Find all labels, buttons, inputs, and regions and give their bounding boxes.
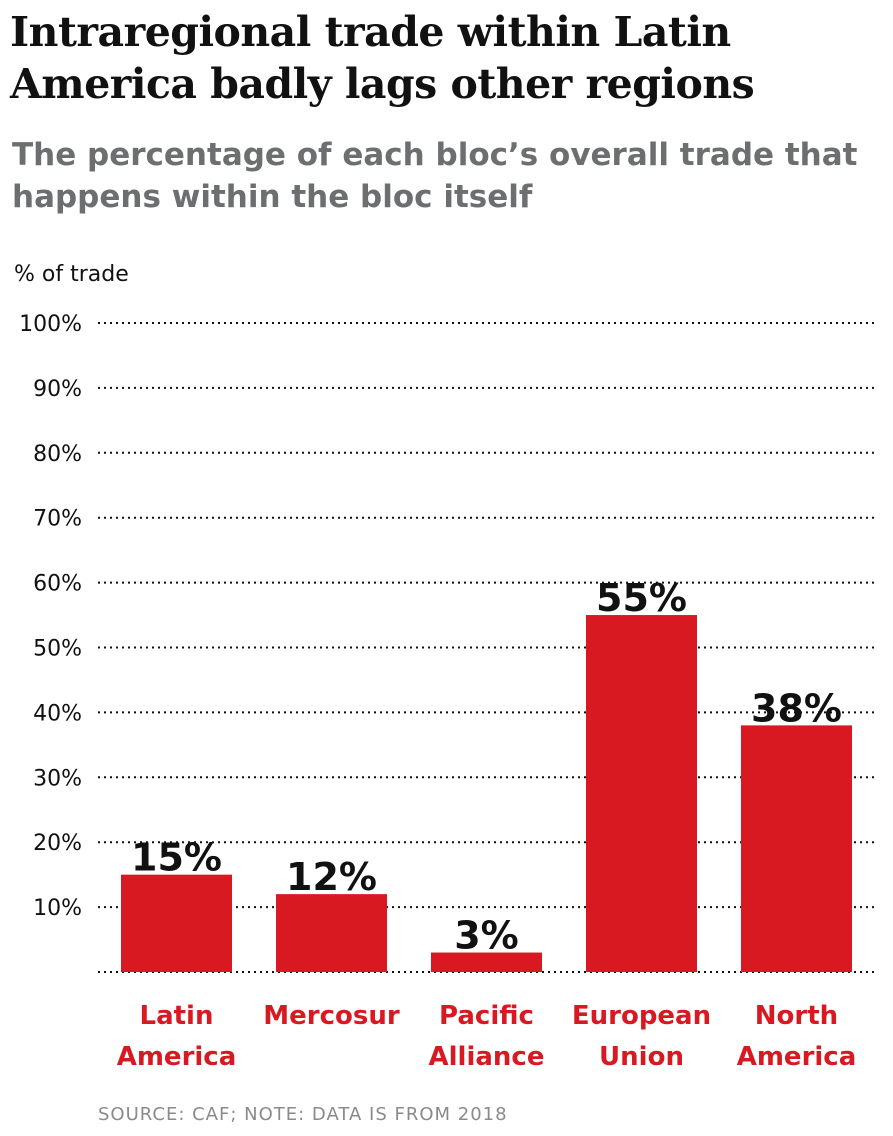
category-label: America [117, 1042, 237, 1072]
chart-subtitle: The percentage of each bloc’s overall tr… [12, 137, 858, 215]
y-tick-label: 30% [33, 766, 82, 791]
y-tick-label: 10% [33, 896, 82, 921]
y-tick-label: 70% [33, 507, 82, 532]
data-label: 55% [596, 576, 687, 620]
bar [276, 894, 387, 972]
chart-title: Intraregional trade within Latin America… [10, 8, 755, 108]
category-label: Alliance [429, 1042, 545, 1072]
y-axis-label: % of trade [14, 262, 129, 287]
bar [741, 725, 852, 972]
data-label: 15% [131, 836, 222, 880]
bar-chart: % of trade 10% 20% 30% 40% 50% 60% 70% 80% 90% 100… [14, 262, 875, 1072]
bar [431, 952, 542, 972]
category-label: North [755, 1001, 838, 1031]
y-tick-label: 20% [33, 831, 82, 856]
category-label: European [572, 1001, 711, 1031]
data-label: 12% [286, 855, 377, 899]
y-tick-label: 60% [33, 572, 82, 597]
category-label: Union [599, 1042, 684, 1072]
bar [121, 874, 232, 972]
y-tick-label: 80% [33, 442, 82, 467]
category-label: Latin [140, 1001, 214, 1031]
y-tick-label: 100% [19, 312, 82, 337]
data-label: 3% [454, 914, 519, 958]
y-tick-label: 50% [33, 637, 82, 662]
source-note: SOURCE: CAF; NOTE: DATA IS FROM 2018 [98, 1104, 508, 1125]
data-label: 38% [751, 686, 842, 730]
category-label: Mercosur [263, 1001, 400, 1031]
y-tick-label: 90% [33, 377, 82, 402]
bar [586, 615, 697, 972]
category-label: Pacific [439, 1001, 534, 1031]
y-tick-label: 40% [33, 701, 82, 726]
category-label: America [737, 1042, 857, 1072]
